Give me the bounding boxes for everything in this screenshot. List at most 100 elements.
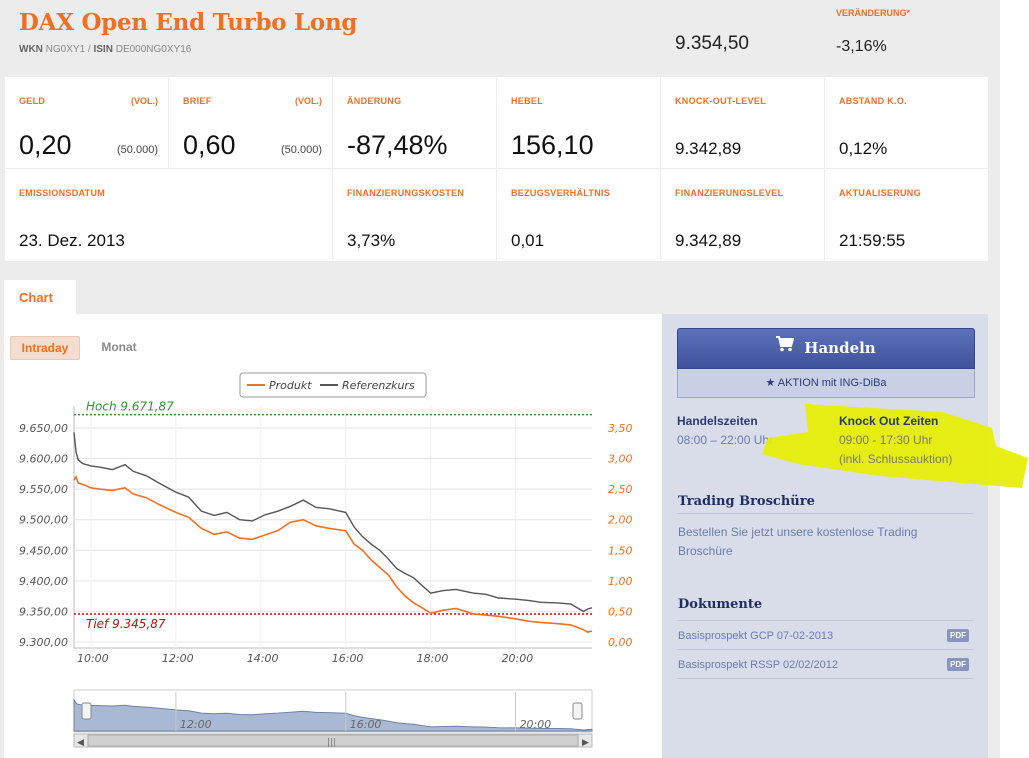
- finlevel-label: FINANZIERUNGSLEVEL: [675, 188, 784, 198]
- brief-value: 0,60: [183, 130, 236, 160]
- emission-value: 23. Dez. 2013: [19, 231, 125, 250]
- y-right-tick: 3,00: [608, 453, 633, 466]
- scroll-right-icon[interactable]: ▶: [582, 738, 589, 748]
- pdf-icon[interactable]: PDF: [947, 658, 969, 671]
- divider: [677, 678, 973, 679]
- finkosten-cell: FINANZIERUNGSKOSTEN 3,73%: [333, 169, 496, 261]
- product-header: DAX Open End Turbo Long WKN NG0XY1 / ISI…: [0, 0, 1000, 76]
- aktion-button[interactable]: ★ AKTION mit ING-DiBa: [677, 369, 975, 398]
- ko-level-label: KNOCK-OUT-LEVEL: [675, 96, 766, 106]
- abstand-value: 0,12%: [839, 139, 888, 158]
- pdf-icon[interactable]: PDF: [947, 629, 969, 642]
- y-right-tick: 0,00: [608, 636, 633, 649]
- doc-link-gcp[interactable]: Basisprospekt GCP 07-02-2013: [678, 630, 834, 642]
- brief-vol-label: (VOL.): [295, 96, 322, 106]
- dokumente-title: Dokumente: [678, 597, 763, 612]
- geld-vol-label: (VOL.): [131, 96, 158, 106]
- scrollbar-thumb[interactable]: [87, 734, 579, 747]
- doc-link-rssp[interactable]: Basisprospekt RSSP 02/02/2012: [678, 659, 839, 671]
- emission-cell: EMISSIONSDATUM 23. Dez. 2013: [5, 169, 332, 261]
- tief-label: Tief 9.345,87: [86, 617, 166, 631]
- divider: [677, 649, 973, 650]
- abstand-cell: ABSTAND K.O. 0,12%: [825, 77, 988, 168]
- x-tick: 18:00: [417, 652, 449, 665]
- ko-level-value: 9.342,89: [675, 139, 742, 158]
- y-axis-right: 3,50 3,00 2,50 2,00 1,50 1,00 0,50 0,00: [608, 422, 633, 649]
- y-left-tick: 9.450,00: [19, 544, 68, 557]
- navigator-handle-left[interactable]: [81, 702, 92, 720]
- aenderung-value: -87,48%: [347, 130, 448, 160]
- aktual-label: AKTUALISERUNG: [839, 188, 921, 198]
- monat-button[interactable]: Monat: [101, 340, 137, 354]
- wkn-value: NG0XY1: [45, 44, 86, 55]
- hebel-label: HEBEL: [511, 96, 544, 106]
- knockout-zeiten-label: Knock Out Zeiten: [839, 414, 939, 428]
- product-ids: WKN NG0XY1 / ISIN DE000NG0XY16: [19, 44, 192, 55]
- ko-level-cell: KNOCK-OUT-LEVEL 9.342,89: [661, 77, 824, 168]
- handeln-button[interactable]: Handeln: [677, 328, 975, 369]
- y-left-tick: 9.550,00: [19, 483, 68, 496]
- knockout-zeiten-value: 09:00 - 17:30 Uhr: [839, 433, 933, 447]
- legend-produkt[interactable]: Produkt: [269, 379, 312, 392]
- brief-volume: (50.000): [281, 144, 322, 156]
- broschuere-link-line1[interactable]: Bestellen Sie jetzt unsere kostenlose Tr…: [678, 525, 918, 539]
- series-referenzkurs: [73, 432, 593, 613]
- y-right-tick: 1,50: [608, 544, 633, 557]
- y-left-tick: 9.300,00: [19, 636, 68, 649]
- x-axis: 10:00 12:00 14:00 16:00 18:00 20:00: [77, 652, 533, 665]
- y-left-tick: 9.600,00: [19, 453, 68, 466]
- highlight-marker: [762, 404, 1028, 488]
- x-tick: 12:00: [162, 652, 194, 665]
- aktual-value: 21:59:55: [839, 231, 906, 250]
- y-left-tick: 9.650,00: [19, 422, 68, 435]
- geld-volume: (50.000): [117, 144, 158, 156]
- navigator-tick: 12:00: [180, 718, 212, 731]
- x-tick: 16:00: [332, 652, 364, 665]
- y-axis-left: 9.650,00 9.600,00 9.550,00 9.500,00 9.450,00…: [19, 422, 68, 649]
- brief-label: BRIEF: [183, 96, 212, 106]
- chart-navigator[interactable]: 12:00 16:00 20:00 ◀ ▶ |||: [73, 689, 593, 748]
- x-tick: 10:00: [77, 652, 109, 665]
- bezug-label: BEZUGSVERHÄLTNIS: [511, 188, 611, 198]
- change-label: VERÄNDERUNG*: [836, 8, 911, 18]
- isin-label: ISIN: [93, 44, 113, 55]
- divider: [677, 620, 973, 621]
- intraday-chart: Produkt Referenzkurs 9.650,00 9.600,00 9.5…: [19, 372, 633, 748]
- intraday-button[interactable]: Intraday: [10, 336, 80, 360]
- tab-chart[interactable]: Chart: [4, 280, 76, 314]
- y-left-tick: 9.500,00: [19, 514, 68, 527]
- handelszeiten-label: Handelszeiten: [677, 414, 758, 428]
- y-right-tick: 2,50: [608, 483, 633, 496]
- series-produkt: [73, 475, 593, 634]
- wkn-label: WKN: [19, 44, 43, 55]
- bezug-cell: BEZUGSVERHÄLTNIS 0,01: [497, 169, 660, 261]
- hoch-label: Hoch 9.671,87: [86, 400, 174, 414]
- handeln-label: Handeln: [804, 339, 876, 357]
- hebel-cell: HEBEL 156,10: [497, 77, 660, 168]
- change-value: -3,16%: [836, 38, 887, 55]
- y-right-tick: 3,50: [608, 422, 633, 435]
- broschuere-title: Trading Broschüre: [678, 494, 815, 509]
- navigator-area: [73, 698, 593, 732]
- divider: [677, 513, 973, 514]
- scroll-left-icon[interactable]: ◀: [77, 738, 84, 748]
- y-right-tick: 0,50: [608, 605, 633, 618]
- finlevel-cell: FINANZIERUNGSLEVEL 9.342,89: [661, 169, 824, 261]
- hebel-value: 156,10: [511, 130, 594, 160]
- broschuere-link-line2[interactable]: Broschüre: [678, 544, 733, 558]
- aenderung-cell: ÄNDERUNG -87,48%: [333, 77, 496, 168]
- finkosten-label: FINANZIERUNGSKOSTEN: [347, 188, 465, 198]
- knockout-zeiten-note: (inkl. Schlussauktion): [839, 452, 953, 466]
- emission-label: EMISSIONSDATUM: [19, 188, 106, 198]
- grip-icon: |||: [327, 738, 336, 748]
- navigator-axis: 12:00 16:00 20:00: [175, 692, 551, 731]
- chart-legend: Produkt Referenzkurs: [239, 372, 427, 398]
- aenderung-label: ÄNDERUNG: [347, 96, 402, 106]
- brief-cell: BRIEF (VOL.) 0,60 (50.000): [169, 77, 332, 168]
- finlevel-value: 9.342,89: [675, 231, 742, 250]
- y-left-tick: 9.350,00: [19, 605, 68, 618]
- bezug-value: 0,01: [511, 231, 545, 250]
- y-right-tick: 1,00: [608, 575, 633, 588]
- legend-referenzkurs[interactable]: Referenzkurs: [342, 379, 415, 392]
- navigator-handle-right[interactable]: [572, 702, 583, 720]
